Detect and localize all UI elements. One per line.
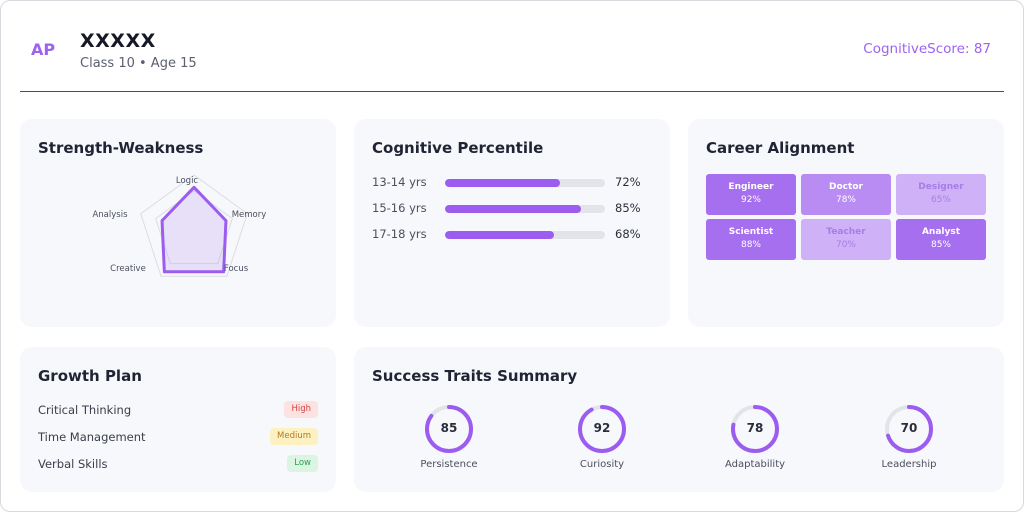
percentile-row: 15-16 yrs 85% <box>372 201 652 217</box>
strength-weakness-card: Strength-Weakness Logic Memory Focus Creati… <box>20 119 336 327</box>
career-name: Teacher <box>826 227 866 237</box>
priority-badge: Low <box>287 455 318 472</box>
trait-score: 92 <box>593 421 611 435</box>
career-percent: 70% <box>835 240 856 250</box>
career-tile[interactable]: Analyst 85% <box>896 219 986 260</box>
career-tile[interactable]: Scientist 88% <box>706 219 796 260</box>
ring-fill <box>578 405 626 453</box>
percentile-bar-fill <box>445 231 554 239</box>
career-name: Engineer <box>728 182 774 192</box>
career-name: Scientist <box>728 227 774 237</box>
trait-label: Adaptability <box>724 459 786 470</box>
trait-score: 70 <box>900 421 918 435</box>
growth-item: Verbal Skills Low <box>38 455 318 473</box>
percentile-bar-fill <box>445 205 581 213</box>
trait-item: 85 Persistence <box>399 403 499 483</box>
card-title: Cognitive Percentile <box>372 139 544 157</box>
growth-skill-label: Time Management <box>38 430 146 444</box>
growth-skill-label: Critical Thinking <box>38 403 132 417</box>
career-tile[interactable]: Doctor 78% <box>801 174 891 215</box>
ring-fill <box>885 405 933 453</box>
radar-value-polygon <box>160 185 228 274</box>
card-title: Success Traits Summary <box>372 367 578 385</box>
radar-chart: Logic Memory Focus Creative Analysis <box>92 174 267 277</box>
trait-progress-ring <box>578 405 626 453</box>
priority-badge: Medium <box>270 428 318 445</box>
trait-item: 70 Leadership <box>859 403 959 483</box>
career-percent: 92% <box>740 195 761 205</box>
radar-axis-label: Analysis <box>92 210 128 220</box>
career-tile[interactable]: Designer 65% <box>896 174 986 215</box>
percentile-value: 85% <box>615 201 641 215</box>
percentile-value: 72% <box>615 175 641 189</box>
trait-progress-ring <box>731 405 779 453</box>
trait-item: 78 Adaptability <box>705 403 805 483</box>
trait-score: 78 <box>746 421 764 435</box>
career-tile[interactable]: Teacher 70% <box>801 219 891 260</box>
success-traits-card: Success Traits Summary 85 Persistence 92 Cu… <box>354 347 1004 492</box>
student-class-age: Class 10 • Age 15 <box>80 56 197 71</box>
career-tile[interactable]: Engineer 92% <box>706 174 796 215</box>
cognitive-percentile-card: Cognitive Percentile 13-14 yrs 72% 15-16 y… <box>354 119 670 327</box>
trait-score: 85 <box>440 421 458 435</box>
percentile-bar-track <box>445 231 605 239</box>
trait-label: Leadership <box>881 459 937 470</box>
priority-badge: High <box>284 401 318 418</box>
trait-item: 92 Curiosity <box>552 403 652 483</box>
header-divider <box>20 91 1004 92</box>
percentile-age-label: 17-18 yrs <box>372 227 427 241</box>
career-name: Analyst <box>921 227 961 237</box>
percentile-bar-track <box>445 205 605 213</box>
trait-label: Curiosity <box>579 459 625 470</box>
growth-item: Critical Thinking High <box>38 401 318 419</box>
career-percent: 65% <box>930 195 951 205</box>
percentile-row: 17-18 yrs 68% <box>372 227 652 243</box>
radar-grid-inner <box>155 190 233 265</box>
radar-axis-label: Creative <box>110 264 146 274</box>
career-percent: 85% <box>930 240 951 250</box>
percentile-age-label: 13-14 yrs <box>372 175 427 189</box>
trait-progress-ring <box>425 405 473 453</box>
radar-axis-label: Focus <box>224 264 249 274</box>
career-name: Doctor <box>829 182 863 192</box>
trait-label: Persistence <box>420 459 478 470</box>
avatar: AP <box>31 40 56 59</box>
radar-axis-label: Memory <box>232 210 267 220</box>
career-alignment-card: Career Alignment Engineer 92% Doctor 78% Des… <box>688 119 1004 327</box>
percentile-value: 68% <box>615 227 641 241</box>
growth-item: Time Management Medium <box>38 428 318 446</box>
growth-skill-label: Verbal Skills <box>38 457 108 471</box>
trait-progress-ring <box>885 405 933 453</box>
career-name: Designer <box>918 182 964 192</box>
percentile-age-label: 15-16 yrs <box>372 201 427 215</box>
card-title: Career Alignment <box>706 139 855 157</box>
student-name: XXXXX <box>80 30 156 52</box>
card-title: Growth Plan <box>38 367 142 385</box>
growth-plan-card: Growth Plan Critical Thinking High Time Ma… <box>20 347 336 492</box>
career-percent: 88% <box>740 240 761 250</box>
percentile-bar-fill <box>445 179 561 187</box>
career-percent: 78% <box>835 195 856 205</box>
percentile-bar-track <box>445 179 605 187</box>
card-title: Strength-Weakness <box>38 139 204 157</box>
percentile-row: 13-14 yrs 72% <box>372 175 652 191</box>
radar-grid-outer <box>140 174 248 277</box>
ring-fill <box>731 405 779 453</box>
ring-fill <box>425 405 473 453</box>
cognitive-score: CognitiveScore: 87 <box>863 41 991 57</box>
radar-axis-label: Logic <box>176 176 199 186</box>
